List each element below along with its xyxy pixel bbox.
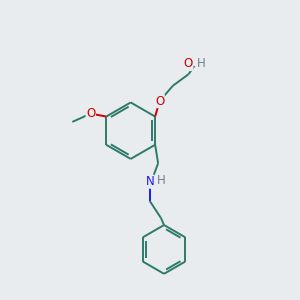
Text: N: N	[146, 175, 154, 188]
Text: O: O	[86, 107, 95, 120]
Text: O: O	[184, 58, 193, 70]
Text: H: H	[157, 174, 166, 187]
Text: O: O	[155, 94, 164, 108]
Text: H: H	[197, 58, 206, 70]
